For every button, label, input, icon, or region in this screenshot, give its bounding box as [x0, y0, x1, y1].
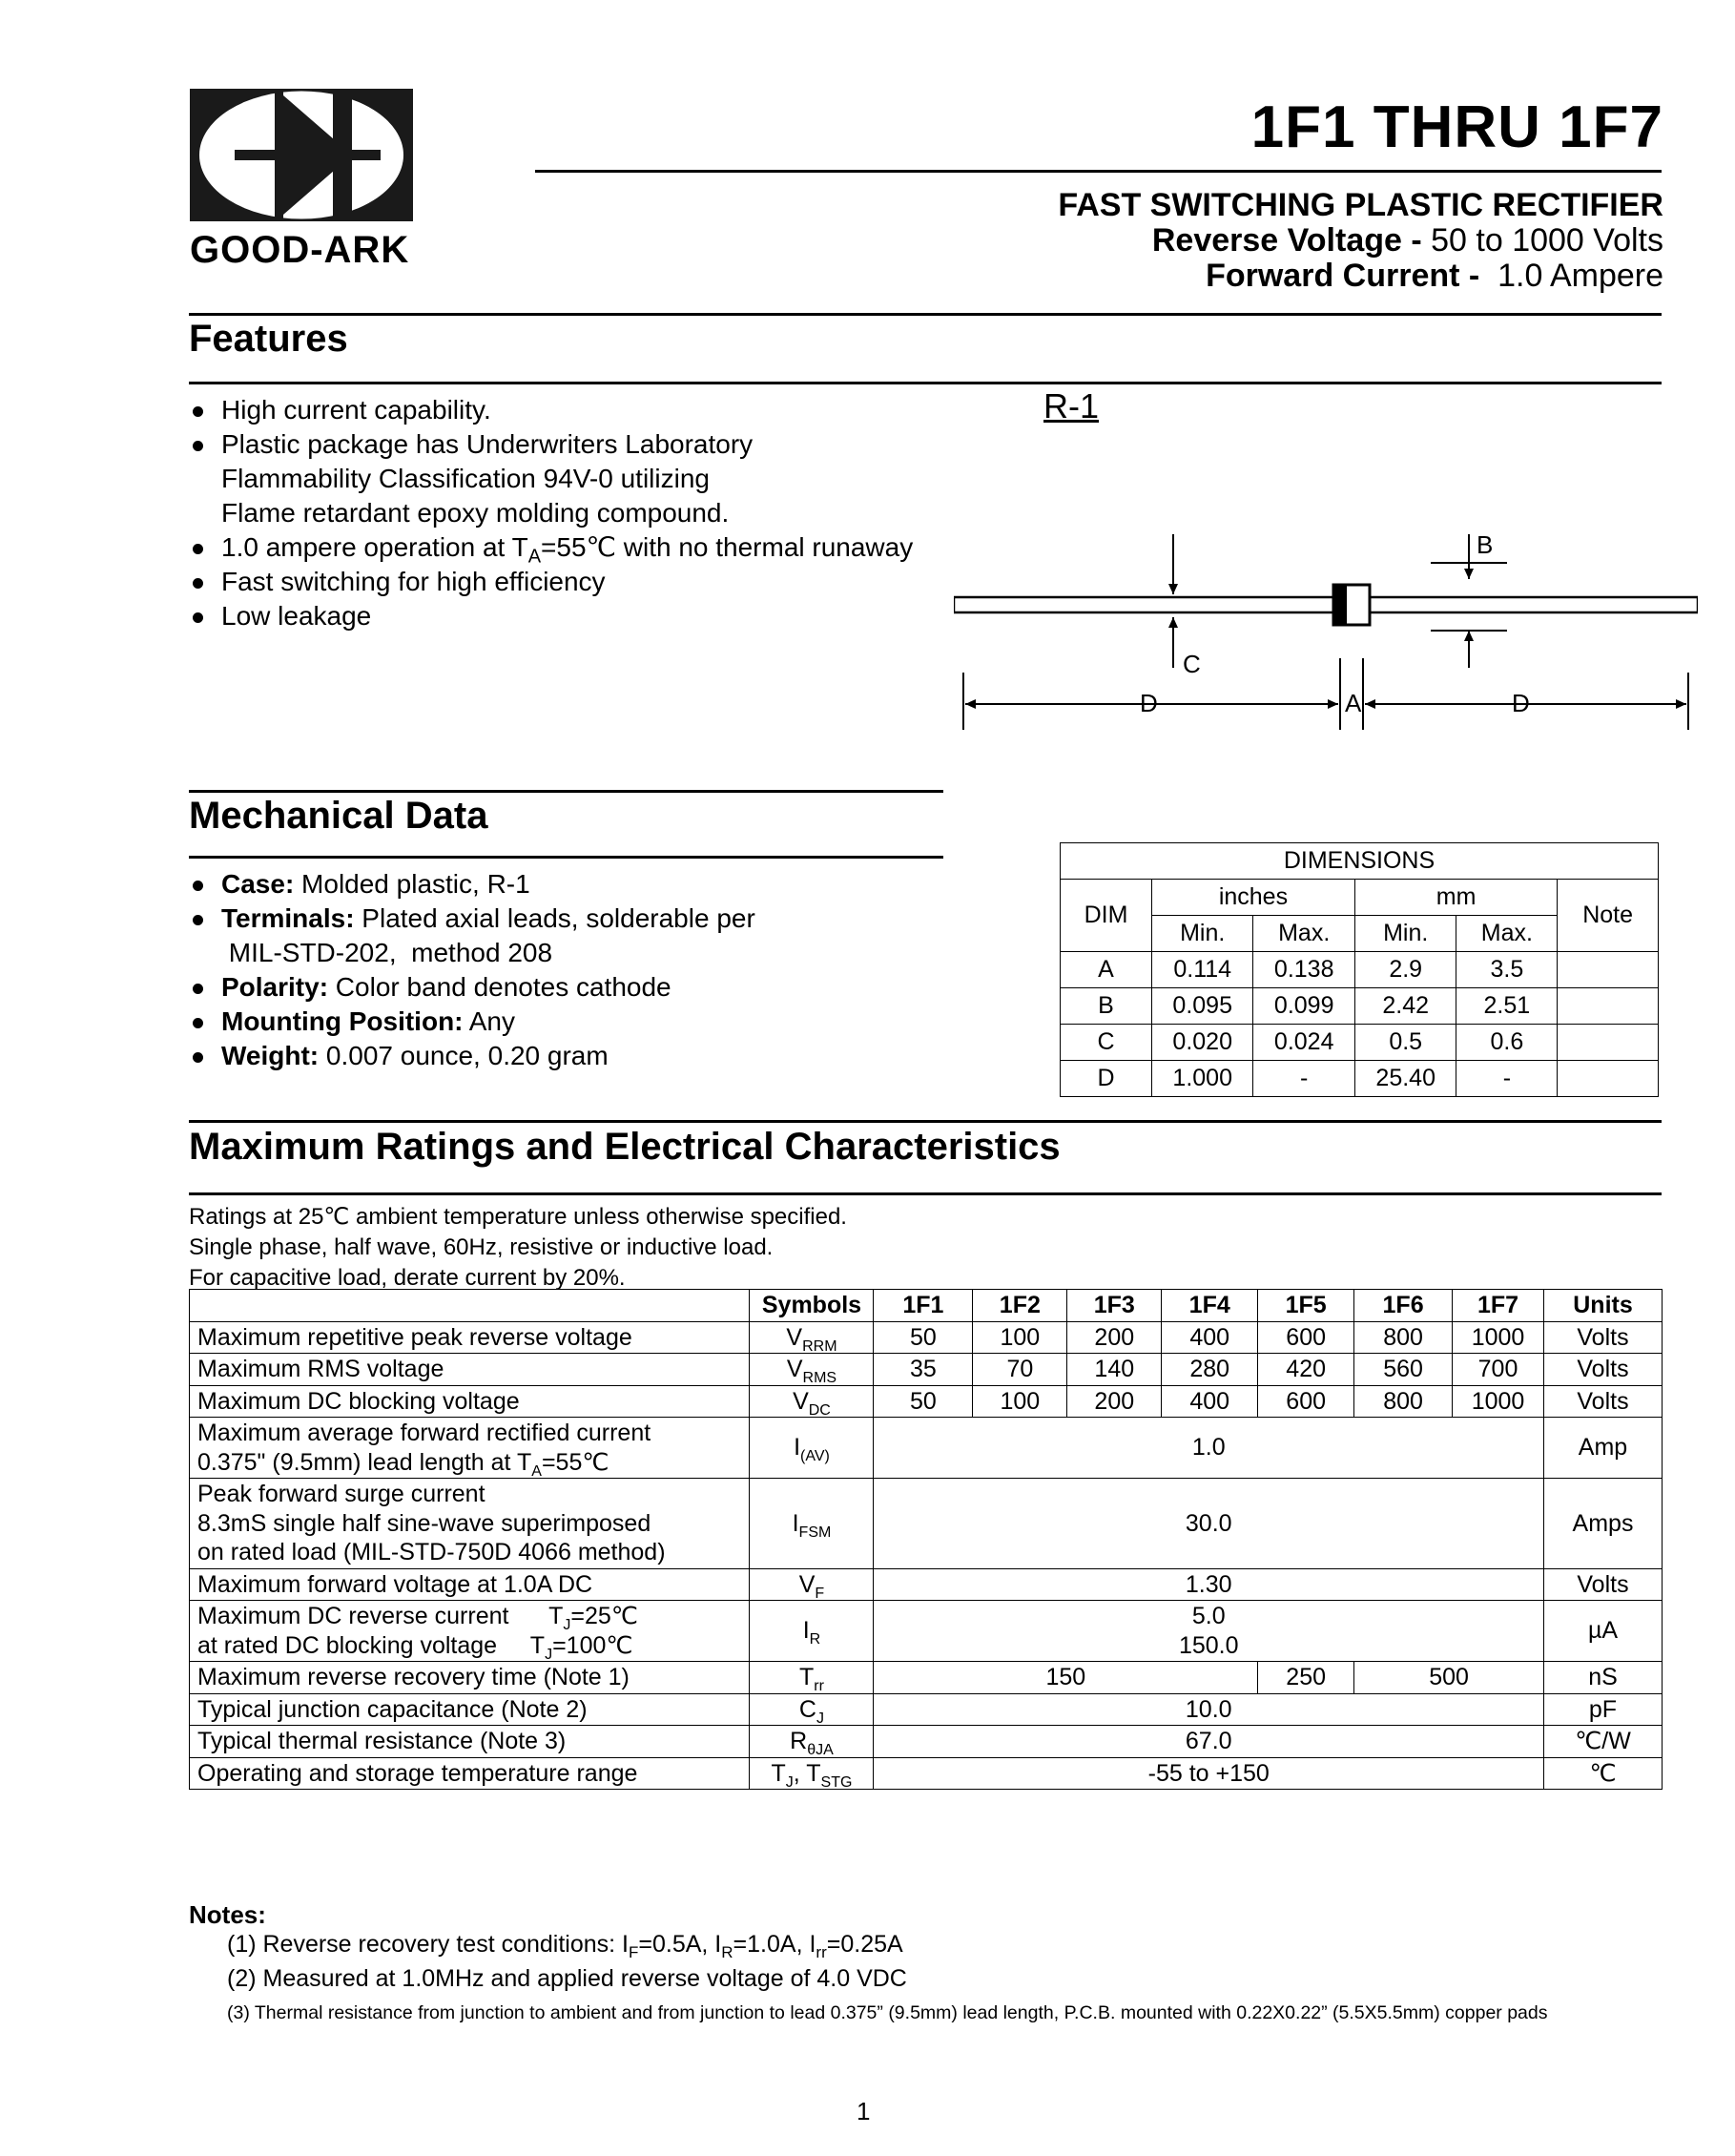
svg-text:D: D: [1140, 689, 1158, 717]
svg-text:B: B: [1477, 530, 1493, 559]
svg-text:A: A: [1345, 689, 1362, 717]
svg-text:C: C: [1183, 650, 1201, 678]
svg-text:D: D: [1512, 689, 1530, 717]
